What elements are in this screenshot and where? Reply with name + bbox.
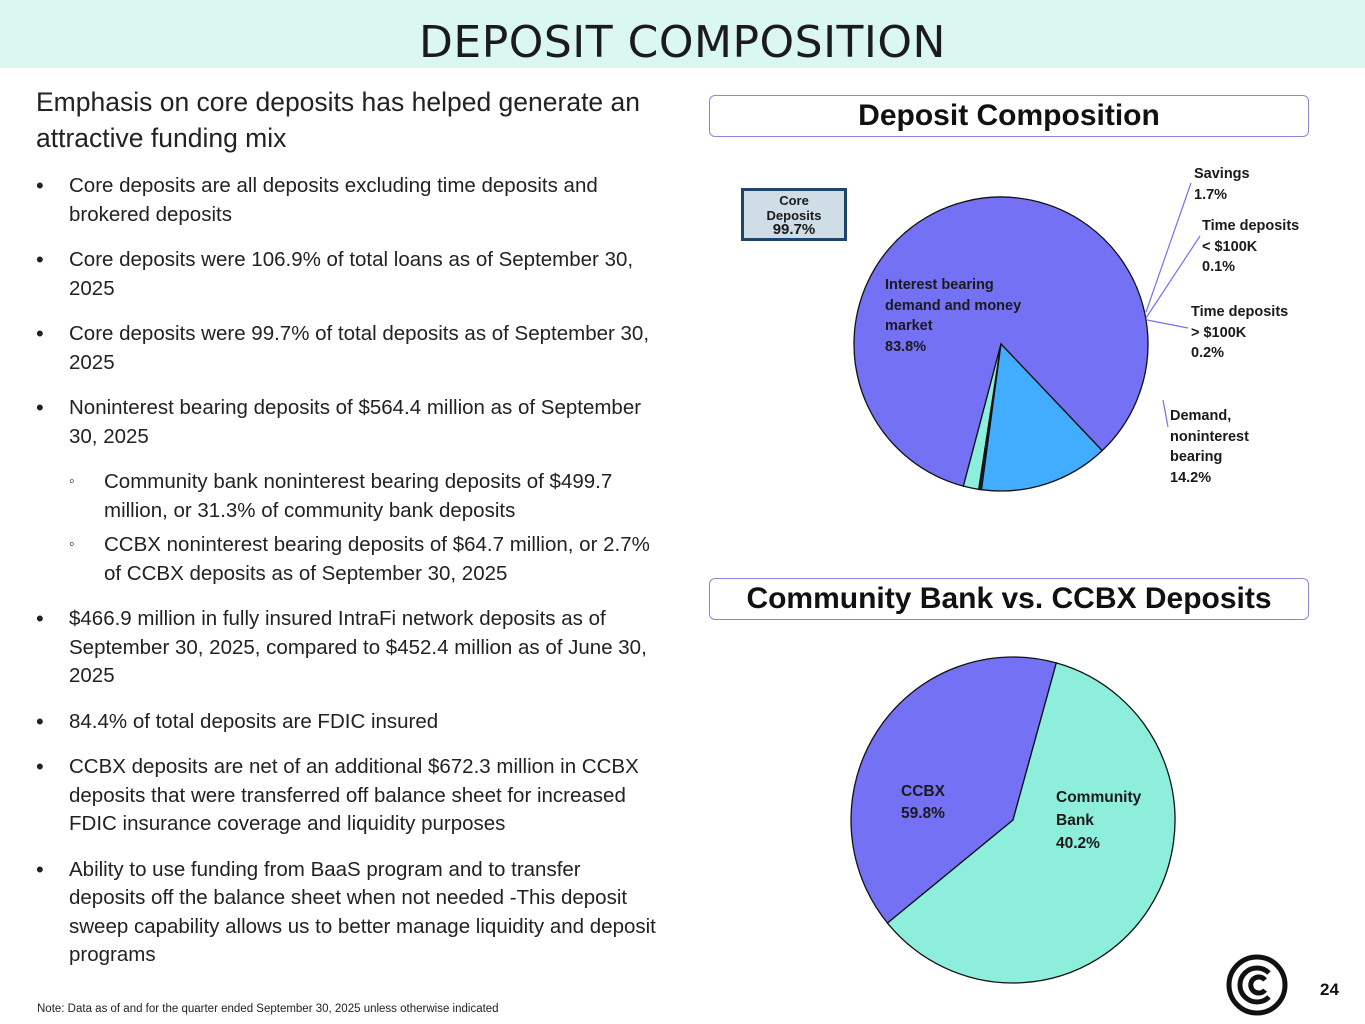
bullet-item: CCBX deposits are net of an additional $… [36, 753, 656, 839]
bullet-text: Noninterest bearing deposits of $564.4 m… [69, 396, 642, 448]
leader-line [1145, 235, 1201, 319]
chart-title-deposit-composition: Deposit Composition [709, 95, 1309, 137]
core-deposits-callout: Core Deposits 99.7% [741, 188, 847, 241]
label-interest-bearing: Interest bearing demand and money market… [885, 277, 1022, 355]
bullet-item: Core deposits are all deposits excluding… [36, 172, 656, 229]
chart-title-community-vs-ccbx: Community Bank vs. CCBX Deposits [709, 578, 1309, 620]
title-banner: DEPOSIT COMPOSITION [0, 0, 1365, 68]
bank-split-slice-community-bank [850, 656, 1058, 924]
bullet-item: Noninterest bearing deposits of $564.4 m… [36, 394, 656, 588]
core-deposits-label-1: Core [779, 193, 809, 208]
bullet-item: 84.4% of total deposits are FDIC insured [36, 708, 656, 737]
bullet-item: Ability to use funding from BaaS program… [36, 856, 656, 970]
page-number: 24 [1320, 980, 1339, 999]
lead-statement: Emphasis on core deposits has helped gen… [36, 87, 641, 153]
bullet-list: Core deposits are all deposits excluding… [36, 172, 656, 987]
leader-line [1146, 319, 1189, 329]
bullet-item: $466.9 million in fully insured IntraFi … [36, 605, 656, 691]
leader-line [1162, 399, 1169, 428]
footnote: Note: Data as of and for the quarter end… [37, 1003, 499, 1015]
sub-bullet-list: Community bank noninterest bearing depos… [69, 468, 656, 588]
company-logo-icon [1226, 954, 1288, 1016]
label-savings: Savings 1.7% [1194, 166, 1250, 203]
label-ccbx: CCBX 59.8% [901, 783, 945, 822]
label-demand-noninterest: Demand, noninterest bearing 14.2% [1170, 408, 1249, 486]
label-time-deposits-small: Time deposits < $100K 0.1% [1202, 218, 1300, 275]
leader-line [1145, 182, 1192, 313]
sub-bullet-item: Community bank noninterest bearing depos… [69, 468, 656, 525]
label-time-deposits-large: Time deposits > $100K 0.2% [1191, 304, 1289, 361]
core-deposits-label-2: Deposits [766, 207, 822, 223]
bullet-item: Core deposits were 99.7% of total deposi… [36, 320, 656, 377]
page-title: DEPOSIT COMPOSITION [419, 17, 946, 68]
deposit-slice-interest-bearing-demand-and-money-market [853, 196, 1149, 487]
core-deposits-value: 99.7% [772, 221, 816, 238]
label-community-bank: Community Bank 40.2% [1056, 789, 1142, 852]
bullet-item: Core deposits were 106.9% of total loans… [36, 246, 656, 303]
bank-split-slice-ccbx [886, 662, 1176, 984]
sub-bullet-item: CCBX noninterest bearing deposits of $64… [69, 531, 656, 588]
deposit-slice-demand-noninterest-bearing [980, 342, 1104, 492]
